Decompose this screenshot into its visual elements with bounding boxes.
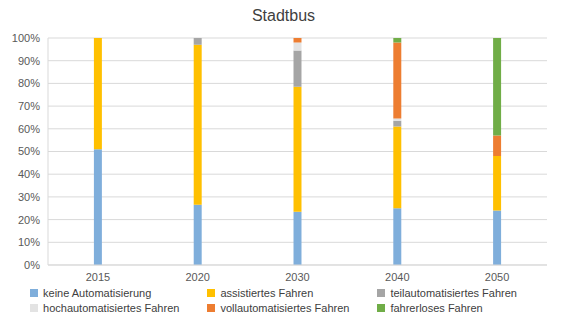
svg-text:80%: 80%	[18, 77, 40, 89]
svg-text:2020: 2020	[185, 271, 209, 283]
svg-text:100%: 100%	[12, 32, 40, 44]
svg-text:50%: 50%	[18, 145, 40, 157]
svg-text:90%: 90%	[18, 55, 40, 67]
svg-text:10%: 10%	[18, 236, 40, 248]
svg-text:2050: 2050	[485, 271, 509, 283]
svg-text:2015: 2015	[86, 271, 110, 283]
svg-text:70%: 70%	[18, 100, 40, 112]
svg-text:60%: 60%	[18, 123, 40, 135]
html-text:fahrerloses Fahren: fahrerloses Fahren	[390, 302, 483, 314]
html-text:Stadtbus: Stadtbus	[251, 7, 316, 24]
html-text:hochautomatisiertes Fahren: hochautomatisiertes Fahren	[43, 302, 180, 314]
svg-text:2030: 2030	[285, 271, 309, 283]
html-text:vollautomatisiertes Fahren: vollautomatisiertes Fahren	[220, 302, 350, 314]
svg-text:2040: 2040	[385, 271, 409, 283]
html-text:teilautomatisiertes Fahren: teilautomatisiertes Fahren	[390, 287, 517, 299]
svg-text:40%: 40%	[18, 168, 40, 180]
svg-text:0%: 0%	[24, 259, 40, 271]
html-text:assistiertes Fahren: assistiertes Fahren	[220, 287, 314, 299]
svg-text:30%: 30%	[18, 191, 40, 203]
svg-text:20%: 20%	[18, 214, 40, 226]
html-text:keine Automatisierung: keine Automatisierung	[43, 287, 152, 299]
